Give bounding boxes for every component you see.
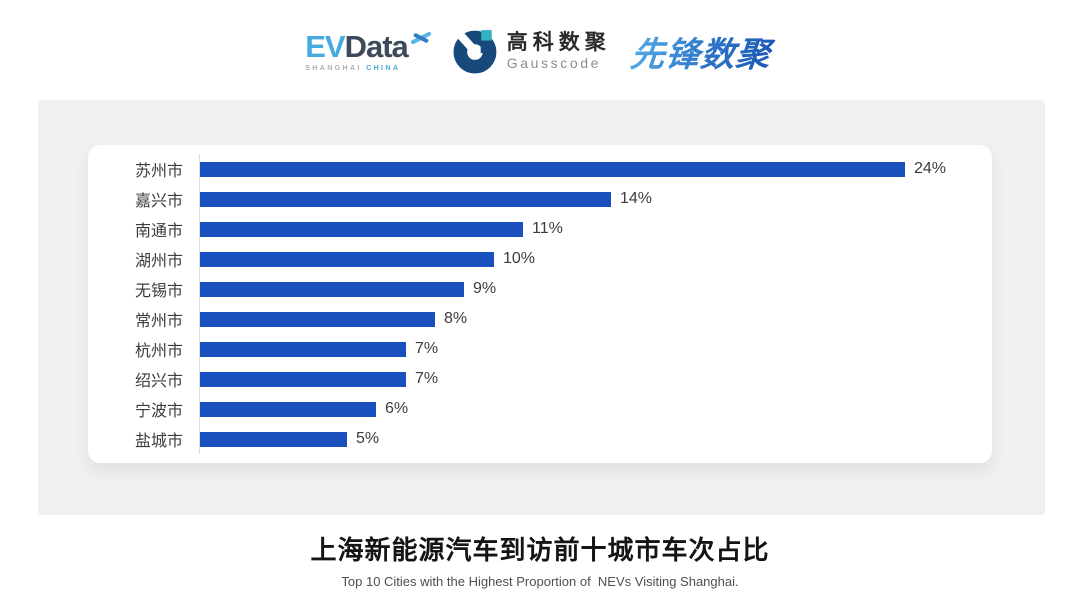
value-label: 10%	[503, 250, 536, 267]
bar	[200, 161, 905, 177]
logo-row: EV Data SHANGHAI CHINA 高科数聚 Gausscode	[0, 20, 1080, 82]
value-label: 6%	[385, 400, 409, 417]
value-label: 8%	[444, 310, 468, 327]
chart-row: 苏州市 24%	[88, 154, 972, 184]
bar-chart: 苏州市 24% 嘉兴市 14% 南通市 11% 湖州市 10% 无锡市 9% 常州市 8% 杭州市 7% 绍…	[88, 154, 972, 454]
category-label: 湖州市	[134, 253, 183, 270]
value-label: 5%	[356, 430, 380, 447]
category-label: 嘉兴市	[134, 193, 183, 210]
category-label: 苏州市	[134, 163, 183, 180]
chart-title: 上海新能源汽车到访前十城市车次占比	[310, 535, 770, 565]
category-label: 杭州市	[134, 343, 183, 360]
evdata-x-icon	[409, 27, 433, 49]
category-label: 盐城市	[134, 433, 183, 450]
bar	[200, 401, 376, 417]
chart-row: 无锡市 9%	[88, 274, 972, 304]
bar	[200, 431, 347, 447]
category-label: 无锡市	[134, 283, 183, 300]
evdata-subtext: SHANGHAI CHINA	[305, 65, 400, 72]
gausscode-logo: 高科数聚 Gausscode	[452, 28, 611, 74]
chart-row: 湖州市 10%	[88, 244, 972, 274]
evdata-wordmark: EV Data	[305, 31, 433, 62]
gausscode-en-text: Gausscode	[506, 55, 602, 72]
value-label: 7%	[415, 340, 439, 357]
chart-card: 苏州市 24% 嘉兴市 14% 南通市 11% 湖州市 10% 无锡市 9% 常州市 8% 杭州市 7% 绍…	[88, 145, 992, 463]
evdata-data-text: Data	[344, 28, 409, 64]
evdata-china-text: CHINA	[366, 64, 401, 72]
value-label: 9%	[473, 280, 497, 297]
gausscode-cn-text: 高科数聚	[506, 30, 611, 54]
bar	[200, 251, 494, 267]
y-axis-line	[199, 154, 200, 454]
evdata-logo: EV Data SHANGHAI CHINA	[305, 31, 433, 72]
chart-row: 盐城市 5%	[88, 424, 972, 454]
chart-row: 南通市 11%	[88, 214, 972, 244]
chart-row: 宁波市 6%	[88, 394, 972, 424]
value-label: 24%	[914, 160, 947, 177]
category-label: 南通市	[134, 223, 183, 240]
gausscode-text: 高科数聚 Gausscode	[507, 31, 611, 71]
bar	[200, 191, 611, 207]
value-label: 14%	[620, 190, 653, 207]
pioneer-logo: 先锋数聚	[628, 27, 777, 76]
chart-row: 绍兴市 7%	[88, 364, 972, 394]
chart-row: 常州市 8%	[88, 304, 972, 334]
footer: 上海新能源汽车到访前十城市车次占比 Top 10 Cities with the…	[0, 530, 1080, 589]
chart-row: 杭州市 7%	[88, 334, 972, 364]
category-label: 常州市	[134, 313, 183, 330]
chart-panel: 苏州市 24% 嘉兴市 14% 南通市 11% 湖州市 10% 无锡市 9% 常州市 8% 杭州市 7% 绍…	[38, 100, 1045, 515]
evdata-shanghai-text: SHANGHAI	[305, 64, 362, 72]
chart-subtitle: Top 10 Cities with the Highest Proportio…	[341, 574, 739, 589]
chart-rows: 苏州市 24% 嘉兴市 14% 南通市 11% 湖州市 10% 无锡市 9% 常州市 8% 杭州市 7% 绍…	[88, 154, 972, 454]
bar	[200, 311, 435, 327]
value-label: 11%	[532, 220, 563, 237]
category-label: 绍兴市	[134, 373, 183, 390]
bar	[200, 281, 464, 297]
chart-row: 嘉兴市 14%	[88, 184, 972, 214]
bar	[200, 221, 523, 237]
value-label: 7%	[415, 370, 439, 387]
gausscode-icon	[452, 28, 497, 74]
bar	[200, 371, 406, 387]
category-label: 宁波市	[134, 403, 183, 420]
bar	[200, 341, 406, 357]
evdata-ev-text: EV	[305, 28, 345, 64]
